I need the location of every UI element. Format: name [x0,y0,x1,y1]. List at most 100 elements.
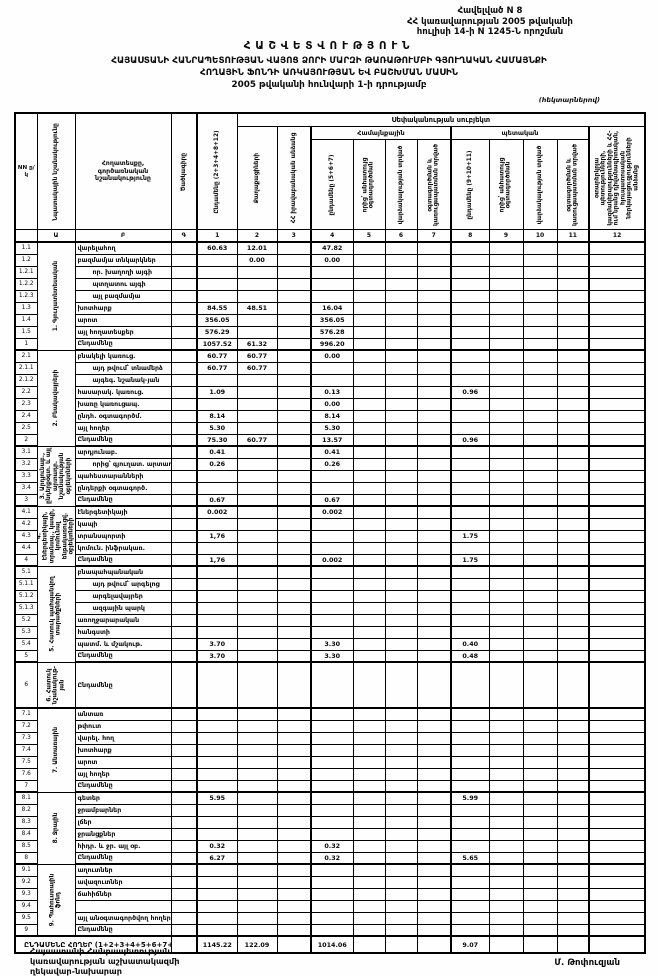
cell-code [170,875,198,889]
cell-c3 [276,265,312,279]
row-num: 5.1 [14,565,38,579]
cell-c7 [416,481,452,495]
cell-c6 [384,577,418,591]
col-header-foreign: օտարերկրյա պետությունների, կազմակերպությ… [587,126,646,230]
cell-c4 [310,875,354,889]
cell-c7 [416,661,452,709]
cell-c10 [522,719,558,733]
cell-c11 [556,637,590,651]
cell-c12 [587,313,646,327]
cell-c6 [384,397,418,411]
cell-c12 [587,325,646,339]
cell-code [170,529,198,543]
row-num: 5.4 [14,637,38,651]
cell-c12 [587,361,646,375]
cell-c3 [276,553,312,567]
footer-signatory-block: Հայաստանի Հանրապետության կառավարության ա… [30,946,179,976]
row-num: 8.3 [14,815,38,829]
row-num: 5.3 [14,625,38,639]
cell-c1 [196,707,238,721]
cell-code [170,337,198,351]
cell-c9 [488,457,524,471]
cell-c1: 75.30 [196,433,238,447]
cell-c11 [556,731,590,745]
table-row: 1.3 խոտհարք 84.55 48.51 16.04 [14,301,646,315]
cell-c10 [522,433,558,447]
cell-c12 [587,803,646,817]
cell-c11 [556,851,590,865]
cell-c2 [236,265,278,279]
cell-c7 [416,625,452,639]
col-header-total: Ընդամենը (2+3+4+8+12) [196,112,238,230]
column-number: 11 [556,229,590,243]
cell-code [170,731,198,745]
cell-code [170,361,198,375]
cell-c10 [522,661,558,709]
cell-c12 [587,767,646,781]
row-label: այլ անօգտագործվող հողեր [74,911,172,925]
cell-c3 [276,337,312,351]
table-row: 1.1 1. Գյուղատնտեսական վարելահող 60.63 12.01… [14,241,646,351]
table-row: 2.2 հասարակ. կառուց. 1.09 0.13 0.96 [14,385,646,399]
cell-c2 [236,887,278,901]
cell-c10 [522,601,558,615]
cell-c5 [352,541,386,555]
cell-c3 [276,767,312,781]
cell-c5 [352,935,386,954]
cell-c3 [276,589,312,603]
cell-c12 [587,707,646,721]
cell-c11 [556,553,590,567]
cell-c4 [310,719,354,733]
table-row: 1.2.1 որ. խաղողի այգի [14,265,646,279]
cell-c7 [416,457,452,471]
cell-c4: 0.00 [310,349,354,363]
cell-code [170,863,198,877]
cell-code [170,923,198,937]
cell-c7 [416,529,452,543]
cell-c4: 996.20 [310,337,354,351]
cell-c10 [522,481,558,495]
cell-c5 [352,253,386,267]
cell-c5 [352,791,386,805]
cell-c4 [310,899,354,913]
row-label: որ. խաղողի այգի [74,265,172,279]
cell-c10 [522,253,558,267]
cell-c8 [450,505,490,519]
cell-c5 [352,457,386,471]
cell-c4 [310,863,354,877]
row-num: 4.1 [14,505,38,519]
row-num: 7 [14,779,38,793]
cell-c6 [384,445,418,459]
cell-c4 [310,577,354,591]
row-num: 1.2.2 [14,277,38,291]
cell-code [170,911,198,925]
cell-c10 [522,851,558,865]
cell-c12 [587,839,646,853]
col-header-community-lease: վարձակալության տրված [384,139,418,230]
cell-c5 [352,565,386,579]
cell-c4 [310,613,354,627]
cell-c2 [236,731,278,745]
row-label: խոտհարք [74,743,172,757]
footer-line1: Հայաստանի Հանրապետության [30,946,170,956]
cell-c11 [556,791,590,805]
cell-c8 [450,779,490,793]
cell-c10 [522,505,558,519]
table-row: 1.4 արոտ 356.05 356.05 [14,313,646,327]
land-fund-table: NN ը/կ Նպատակային նշանակությունը Հողատեսքը… [14,112,647,954]
cell-c1: 60.77 [196,349,238,363]
cell-c7 [416,851,452,865]
cell-c5 [352,601,386,615]
cell-c10 [522,767,558,781]
cell-c4 [310,277,354,291]
cell-c4 [310,289,354,303]
row-label: անտառ [74,707,172,721]
cell-c8 [450,469,490,483]
cell-c1 [196,731,238,745]
table-row: 1.5 այլ հողատեսքեր 576.29 576.28 [14,325,646,339]
cell-c1: 1057.52 [196,337,238,351]
table-row: 7.5 արոտ [14,755,646,769]
table-row: 7.4 խոտհարք [14,743,646,757]
cell-c4: 13.57 [310,433,354,447]
cell-c2 [236,827,278,841]
